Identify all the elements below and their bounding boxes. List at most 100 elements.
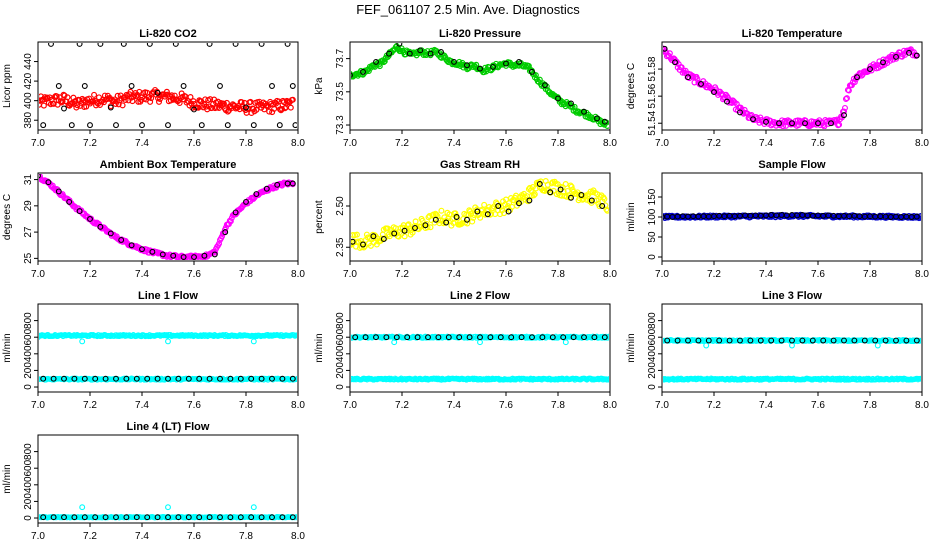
data-point xyxy=(81,83,88,89)
x-tick-label: 7.4 xyxy=(135,138,149,149)
data-point xyxy=(685,74,691,81)
x-tick-label: 7.6 xyxy=(187,138,201,149)
x-tick-label: 8.0 xyxy=(291,400,305,411)
data-point xyxy=(87,122,93,129)
data-point xyxy=(367,242,374,249)
data-point xyxy=(180,254,187,260)
data-point xyxy=(39,334,41,340)
data-point xyxy=(477,339,483,346)
x-tick-label: 7.4 xyxy=(447,269,461,280)
panel-line-4-lt-flow: Line 4 (LT) Flow 7.0 7.2 7.4 7.6 7.8 8.0 0 20040… xyxy=(2,421,305,540)
data-point xyxy=(71,514,78,521)
data-point xyxy=(243,198,249,205)
x-tick-label: 7.4 xyxy=(759,400,773,411)
y-tick-label: 73.5 xyxy=(335,82,346,102)
data-point xyxy=(601,334,608,341)
data-point xyxy=(102,514,109,521)
x-tick-label: 7.0 xyxy=(343,269,357,280)
data-point xyxy=(841,112,847,119)
data-point xyxy=(216,240,223,247)
x-tick-label: 7.8 xyxy=(551,138,565,149)
data-point xyxy=(165,338,171,345)
data-point xyxy=(236,106,243,113)
data-point xyxy=(165,504,171,511)
y-tick-label: 100 xyxy=(647,208,658,225)
x-tick-label: 7.6 xyxy=(187,531,201,540)
y-tick-label: 200 xyxy=(335,362,346,379)
data-point xyxy=(87,216,93,222)
series-2-5-min-ave xyxy=(352,334,608,341)
data-point xyxy=(39,174,41,179)
data-point xyxy=(107,104,114,111)
data-point xyxy=(568,100,574,107)
data-point xyxy=(404,334,411,341)
data-point xyxy=(363,231,370,238)
data-point xyxy=(180,83,187,89)
y-tick-label: 400 xyxy=(23,476,34,493)
data-point xyxy=(778,337,785,344)
data-point xyxy=(269,375,275,382)
data-point xyxy=(809,337,816,344)
data-point xyxy=(227,218,234,225)
series-2-5-min-ave xyxy=(40,375,296,382)
plot-area xyxy=(663,336,921,383)
x-tick-label: 7.2 xyxy=(395,138,409,149)
panel-li820-co2: Li-820 CO2 7.0 7.2 7.4 7.6 7.8 8.0 380 400 420 440… xyxy=(2,28,305,149)
data-point xyxy=(868,67,875,74)
data-point xyxy=(581,334,587,341)
data-point xyxy=(664,337,671,344)
panel-title: Li-820 Pressure xyxy=(439,28,521,40)
data-point xyxy=(55,188,62,195)
data-point xyxy=(250,504,257,511)
data-point xyxy=(381,235,388,242)
data-point xyxy=(757,337,764,344)
data-point xyxy=(227,375,234,382)
data-point xyxy=(591,334,598,341)
data-point xyxy=(919,215,921,221)
data-point xyxy=(279,375,286,382)
data-point xyxy=(360,68,366,75)
data-point xyxy=(607,376,609,382)
plot-area xyxy=(351,178,609,251)
x-tick-label: 7.6 xyxy=(499,138,513,149)
y-tick-label: 150 xyxy=(647,188,658,205)
data-point xyxy=(516,200,522,207)
plot-area xyxy=(351,43,609,129)
panel-title: Line 3 Flow xyxy=(762,290,822,302)
data-point xyxy=(843,95,850,102)
data-point xyxy=(417,47,424,54)
data-point xyxy=(191,106,197,113)
plot-area xyxy=(39,504,297,521)
data-point xyxy=(271,105,278,112)
data-point xyxy=(263,185,270,192)
data-point xyxy=(861,337,868,344)
data-point xyxy=(425,334,431,341)
data-point xyxy=(716,337,723,344)
data-point xyxy=(453,214,460,220)
data-point xyxy=(102,375,109,382)
data-point xyxy=(539,334,546,341)
data-point xyxy=(76,208,83,215)
data-point xyxy=(568,194,574,201)
data-point xyxy=(406,50,413,57)
data-point xyxy=(391,230,398,237)
data-point xyxy=(279,514,286,521)
data-point xyxy=(401,227,408,234)
y-tick-label: 800 xyxy=(647,312,658,329)
series-outliers xyxy=(79,504,257,511)
data-point xyxy=(217,83,223,89)
y-tick-label: 400 xyxy=(23,92,34,109)
x-tick-label: 7.4 xyxy=(447,400,461,411)
data-point xyxy=(848,82,855,89)
panel-title: Li-820 Temperature xyxy=(742,28,843,40)
data-point xyxy=(518,334,525,341)
data-point xyxy=(222,229,229,236)
data-point xyxy=(253,106,260,113)
data-point xyxy=(596,203,603,210)
data-point xyxy=(726,337,733,344)
data-point xyxy=(165,514,171,521)
data-point xyxy=(40,375,47,382)
data-point xyxy=(196,375,203,382)
y-tick-label: 2.50 xyxy=(335,196,346,216)
data-point xyxy=(45,179,52,186)
